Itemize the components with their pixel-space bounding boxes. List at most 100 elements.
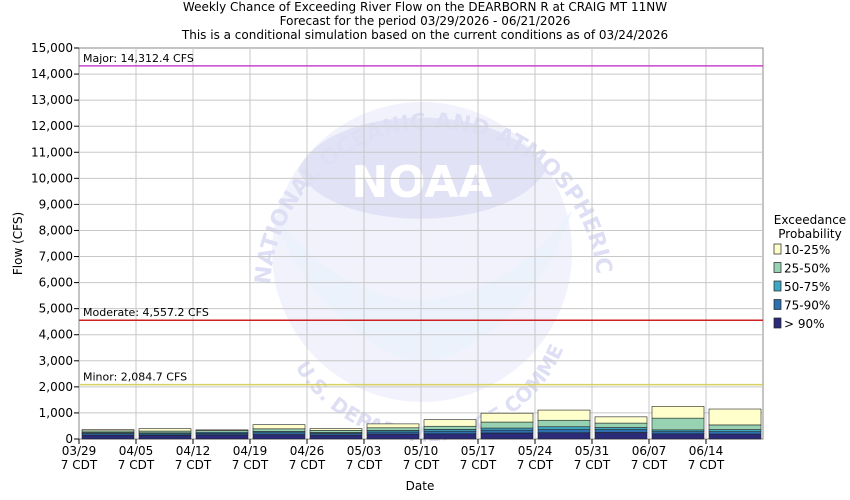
legend-label: 25-50% [784,262,830,276]
bar-segment [651,431,705,435]
y-tick-label: 7,000 [39,250,73,264]
threshold-label: Moderate: 4,557.2 CFS [83,306,209,319]
bar-segment [423,433,477,440]
bar-segment [651,406,705,419]
legend-label: > 90% [784,317,825,331]
bar-segment [594,432,648,440]
x-tick-label: 05/31 [575,444,610,458]
y-tick-label: 9,000 [39,197,73,211]
x-tick-label: 04/05 [119,444,154,458]
bar-segment [537,432,591,440]
legend-label: 10-25% [784,243,830,257]
bar-stacks [81,406,762,440]
x-tick-sublabel: 7 CDT [289,458,326,472]
x-tick-label: 04/19 [233,444,268,458]
x-tick-sublabel: 7 CDT [118,458,155,472]
grid-lines [78,47,764,440]
bar-segment [252,434,306,440]
bar-segment [594,427,648,430]
y-tick-label: 12,000 [31,119,73,133]
y-tick-label: 3,000 [39,354,73,368]
y-tick-label: 8,000 [39,223,73,237]
bar-segment [81,429,135,432]
chart-subtitle: Forecast for the period 03/29/2026 - 06/… [279,14,571,28]
legend-title: Exceedance [774,213,846,227]
y-tick-label: 0 [65,432,73,446]
bar-segment [138,435,192,440]
legend-label: 50-75% [784,280,830,294]
bar-segment [366,433,420,440]
y-tick-label: 5,000 [39,302,73,316]
bar-segment [537,426,591,430]
bar-segment [309,428,363,431]
chart-subtitle: This is a conditional simulation based o… [181,28,669,42]
x-tick-label: 05/17 [461,444,496,458]
bar-segment [423,425,477,430]
x-tick-label: 04/12 [176,444,211,458]
x-tick-sublabel: 7 CDT [688,458,725,472]
bar-segment [480,432,534,440]
threshold-label: Minor: 2,084.7 CFS [83,371,187,384]
bar-segment [81,434,135,440]
bar-segment [423,419,477,427]
bar-segment [708,431,762,435]
bar-segment [366,431,420,435]
legend-swatch [773,317,782,329]
bar-segment [480,427,534,431]
x-tick-sublabel: 7 CDT [232,458,269,472]
x-tick-label: 03/29 [62,444,97,458]
bar-segment [309,430,363,433]
x-tick-sublabel: 7 CDT [574,458,611,472]
x-tick-sublabel: 7 CDT [175,458,212,472]
bar-segment [651,433,705,440]
legend-swatch [773,299,782,310]
legend-swatch [773,280,782,292]
x-axis-title: Date [406,479,435,493]
y-tick-label: 14,000 [31,67,73,81]
bar-segment [195,434,249,440]
axes: 0 1,000 2,000 3,000 4,000 5,000 6,000 7,000 8,00… [11,41,725,493]
legend-label: 75-90% [784,299,830,313]
x-tick-label: 05/10 [404,444,439,458]
bar-segment [537,409,591,421]
x-tick-label: 04/26 [290,444,325,458]
x-tick-sublabel: 7 CDT [346,458,383,472]
x-tick-sublabel: 7 CDT [403,458,440,472]
bar-segment [309,434,363,440]
x-tick-sublabel: 7 CDT [631,458,668,472]
y-tick-label: 6,000 [39,276,73,290]
legend-title: Probability [778,227,841,241]
y-tick-label: 15,000 [31,41,73,55]
x-tick-label: 06/07 [632,444,667,458]
y-tick-label: 1,000 [39,406,73,420]
bar-segment [594,422,648,428]
bar-segment [480,412,534,423]
bar-segment [594,416,648,424]
bar-segment [366,423,420,429]
y-tick-label: 2,000 [39,380,73,394]
bar-segment [708,433,762,440]
bar-segment [423,430,477,435]
threshold-lines: Major: 14,312.4 CFS Moderate: 4,557.2 CFS… [79,52,763,386]
bar-segment [537,429,591,434]
x-tick-label: 05/24 [518,444,553,458]
watermark-logo-text: NOAA [351,157,492,208]
watermark-wave-shape [272,210,572,362]
bar-segment [195,429,249,431]
bar-segment [138,428,192,432]
y-axis-title: Flow (CFS) [11,212,25,275]
x-tick-label: 05/03 [347,444,382,458]
bar-segment [708,429,762,433]
watermark-bird-shape [298,117,546,219]
bar-segment [252,424,306,430]
bar-segment [480,429,534,434]
bar-segment [480,421,534,429]
threshold-label: Major: 14,312.4 CFS [83,52,194,65]
x-tick-label: 06/14 [689,444,724,458]
bar-segment [537,419,591,428]
bar-segment [708,408,762,426]
y-tick-label: 10,000 [31,171,73,185]
